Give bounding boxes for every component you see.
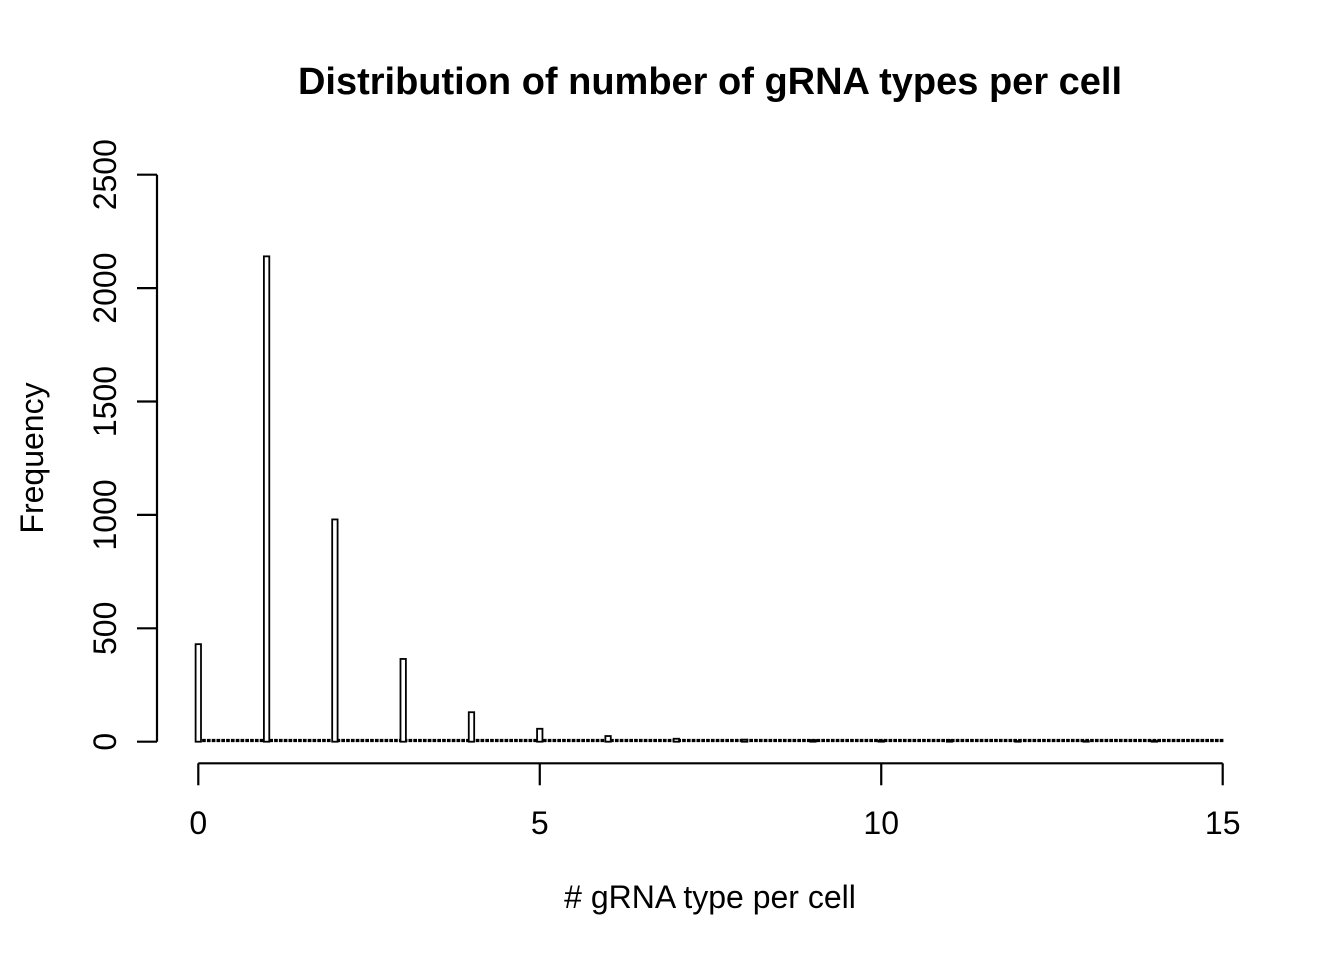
histogram-bar	[1082, 740, 1090, 743]
histogram-bar	[741, 738, 749, 743]
histogram-bar	[262, 255, 271, 743]
y-tick-label: 500	[87, 602, 123, 655]
chart-title: Distribution of number of gRNA types per…	[298, 61, 1122, 103]
histogram-bar	[945, 739, 954, 743]
x-tick-label: 15	[1205, 805, 1241, 841]
y-tick-label: 1000	[87, 479, 123, 550]
histogram-bar	[331, 518, 339, 743]
histogram-bar	[1150, 740, 1159, 743]
histogram-bar	[604, 735, 612, 743]
x-tick-label: 0	[189, 805, 207, 841]
histogram-bar	[672, 737, 680, 743]
y-tick-label: 2500	[87, 139, 123, 210]
y-axis-title: Frequency	[14, 382, 50, 533]
histogram-bars	[194, 255, 1224, 743]
histogram-bar	[399, 658, 407, 743]
x-axis-title: # gRNA type per cell	[564, 879, 856, 915]
histogram-bar	[809, 739, 817, 743]
axes: 0 500 1000 1500 2000 2500 0 5 10 15	[87, 139, 1240, 841]
histogram-bar	[194, 643, 202, 743]
x-tick-label: 5	[531, 805, 549, 841]
x-tick-label: 10	[863, 805, 899, 841]
histogram-bar	[467, 711, 476, 743]
histogram-bar	[536, 727, 544, 743]
histogram-bar	[877, 739, 885, 743]
y-tick-label: 0	[87, 733, 123, 751]
y-tick-label: 2000	[87, 253, 123, 324]
histogram-bar	[1014, 740, 1022, 743]
y-tick-label: 1500	[87, 366, 123, 437]
